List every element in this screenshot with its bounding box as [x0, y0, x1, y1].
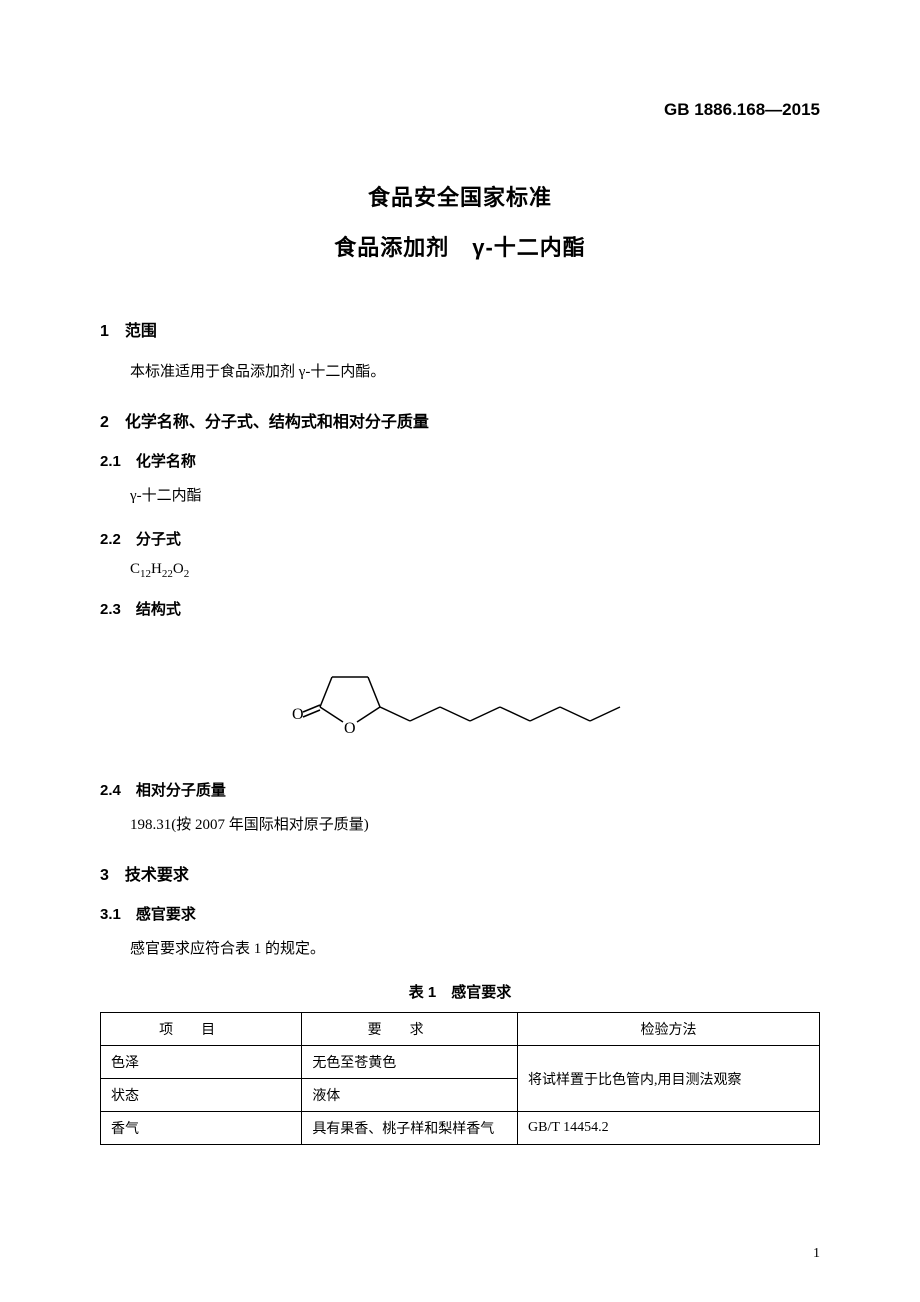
- section-2-4-body: 198.31(按 2007 年国际相对原子质量): [100, 812, 820, 839]
- table-cell-item: 状态: [101, 1079, 302, 1112]
- section-3-heading: 3 技术要求: [100, 861, 820, 885]
- formula-h-sub: 22: [162, 568, 173, 580]
- section-2-4-heading: 2.4 相对分子质量: [100, 779, 820, 800]
- table-header-req: 要求: [302, 1013, 518, 1046]
- table-header-method: 检验方法: [518, 1013, 820, 1046]
- table-cell-req: 具有果香、桃子样和梨样香气: [302, 1112, 518, 1145]
- document-code: GB 1886.168—2015: [100, 100, 820, 120]
- section-3-1-heading: 3.1 感官要求: [100, 903, 820, 924]
- section-2-2-heading: 2.2 分子式: [100, 528, 820, 549]
- table-header-item: 项目: [101, 1013, 302, 1046]
- molecular-formula: C12H22O2: [100, 561, 820, 580]
- table-cell-method-merged: 将试样置于比色管内,用目测法观察: [518, 1046, 820, 1112]
- table-cell-req: 无色至苍黄色: [302, 1046, 518, 1079]
- carbonyl-o-label: O: [292, 706, 304, 723]
- ring-o-label: O: [344, 720, 356, 737]
- table-cell-item: 色泽: [101, 1046, 302, 1079]
- main-title: 食品安全国家标准: [100, 180, 820, 212]
- table-cell-item: 香气: [101, 1112, 302, 1145]
- table-cell-method: GB/T 14454.2: [518, 1112, 820, 1145]
- table-1-caption: 表 1 感官要求: [100, 981, 820, 1002]
- formula-h: H: [151, 561, 162, 577]
- formula-c-sub: 12: [140, 568, 151, 580]
- table-row: 香气 具有果香、桃子样和梨样香气 GB/T 14454.2: [101, 1112, 820, 1145]
- formula-o: O: [173, 561, 184, 577]
- section-2-1-body: γ-十二内酯: [100, 483, 820, 510]
- section-1-body: 本标准适用于食品添加剂 γ-十二内酯。: [100, 359, 820, 386]
- formula-c: C: [130, 561, 140, 577]
- subtitle: 食品添加剂 γ-十二内酯: [100, 230, 820, 262]
- table-1: 项目 要求 检验方法 色泽 无色至苍黄色 将试样置于比色管内,用目测法观察 状态…: [100, 1012, 820, 1145]
- table-row: 色泽 无色至苍黄色 将试样置于比色管内,用目测法观察: [101, 1046, 820, 1079]
- formula-o-sub: 2: [184, 568, 190, 580]
- page-number: 1: [813, 1246, 820, 1262]
- table-cell-req: 液体: [302, 1079, 518, 1112]
- section-2-1-heading: 2.1 化学名称: [100, 450, 820, 471]
- structure-svg: O O: [280, 649, 640, 749]
- section-2-3-heading: 2.3 结构式: [100, 598, 820, 619]
- section-3-1-body: 感官要求应符合表 1 的规定。: [100, 936, 820, 963]
- section-1-heading: 1 范围: [100, 317, 820, 341]
- chemical-structure-diagram: O O: [100, 649, 820, 754]
- table-header-row: 项目 要求 检验方法: [101, 1013, 820, 1046]
- section-2-heading: 2 化学名称、分子式、结构式和相对分子质量: [100, 408, 820, 432]
